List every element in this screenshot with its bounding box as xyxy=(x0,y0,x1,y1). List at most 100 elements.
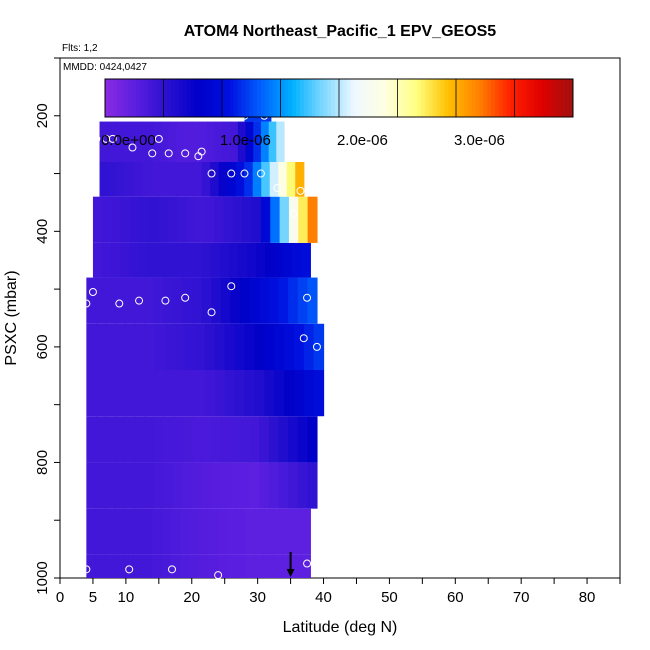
y-tick-label: 800 xyxy=(34,450,51,475)
colorbar-swatch xyxy=(112,79,118,117)
heatmap-cell xyxy=(124,416,135,463)
heatmap-cell xyxy=(167,162,177,197)
y-tick-label: 1000 xyxy=(34,561,51,594)
colorbar-swatch xyxy=(222,79,227,117)
colorbar-swatch xyxy=(241,79,246,117)
heatmap-cell xyxy=(237,121,247,162)
heatmap-cell xyxy=(278,416,289,463)
colorbar-swatch xyxy=(218,79,223,117)
colorbar-swatch xyxy=(417,79,422,117)
colorbar-swatch xyxy=(335,79,340,117)
heatmap-cell xyxy=(211,277,222,324)
colorbar-swatch xyxy=(420,79,426,117)
colorbar-swatch xyxy=(206,79,211,117)
heatmap-cell xyxy=(282,508,293,555)
x-tick-label: 60 xyxy=(447,589,464,606)
heatmap-cell xyxy=(207,508,218,555)
heatmap-cell xyxy=(163,277,174,324)
heatmap-cell xyxy=(86,277,97,324)
colorbar-swatch xyxy=(514,79,519,117)
heatmap-cell xyxy=(172,416,184,463)
heatmap-cell xyxy=(264,323,275,370)
heatmap-cell xyxy=(195,370,206,417)
flight-point xyxy=(161,296,170,305)
heatmap-cell xyxy=(130,196,141,243)
heatmap-cell xyxy=(163,416,174,463)
y-tick-label: 200 xyxy=(34,103,51,128)
colorbar-swatch xyxy=(444,79,449,117)
heatmap-cell xyxy=(86,416,97,463)
colorbar-swatch xyxy=(253,79,258,117)
heatmap-cell xyxy=(201,462,212,509)
heatmap-cell xyxy=(293,370,305,417)
heatmap-cell xyxy=(192,462,203,509)
heatmap-cell xyxy=(307,277,318,324)
heatmap-cell xyxy=(189,508,199,555)
flight-point xyxy=(197,147,206,156)
colorbar-swatch xyxy=(315,79,320,117)
colorbar-swatch xyxy=(561,79,566,117)
colorbar-swatch xyxy=(498,79,504,117)
heatmap-cell xyxy=(120,196,131,243)
flight-point xyxy=(115,299,124,308)
heatmap-cell xyxy=(145,323,157,370)
colorbar-swatch xyxy=(346,79,352,117)
heatmap-cell xyxy=(176,121,185,162)
heatmap-cell xyxy=(240,277,251,324)
heatmap-cell xyxy=(158,196,169,243)
heatmap-cell xyxy=(284,323,295,370)
heatmap-cell xyxy=(139,196,150,243)
heatmap-cell xyxy=(274,370,285,417)
colorbar-swatch xyxy=(537,79,543,117)
heatmap-cell xyxy=(151,508,162,555)
heatmap-cell xyxy=(273,554,283,578)
colorbar-swatch xyxy=(210,79,215,117)
heatmap-cell xyxy=(291,508,302,555)
colorbar-swatch xyxy=(303,79,309,117)
colorbar-frame xyxy=(104,78,574,118)
heatmap-cell xyxy=(201,416,212,463)
heatmap-cell xyxy=(165,242,176,278)
heatmap-cell xyxy=(301,508,311,555)
heatmap-cell xyxy=(298,196,309,243)
flight-point xyxy=(181,293,190,302)
heatmap-cell xyxy=(278,277,289,324)
heatmap-cell xyxy=(159,162,169,197)
heatmap-cell xyxy=(288,462,299,509)
colorbar-swatch xyxy=(307,79,313,117)
heatmap-cell xyxy=(153,416,164,463)
heatmap-cell xyxy=(129,242,139,278)
colorbar-swatch xyxy=(389,79,395,117)
flight-point xyxy=(154,134,163,143)
colorbar: 0.0e+00 1.0e-06 2.0e-06 3.0e-06 xyxy=(101,78,574,149)
x-tick-label: 5 xyxy=(89,589,97,606)
flight-point xyxy=(88,288,97,296)
heatmap-cell xyxy=(214,121,224,162)
heatmap-cell xyxy=(122,121,131,162)
colorbar-swatch xyxy=(428,79,434,117)
colorbar-swatch xyxy=(202,79,207,117)
heatmap-cell xyxy=(224,370,236,417)
heatmap-cell xyxy=(252,162,262,197)
heatmap-cell xyxy=(244,323,255,370)
heatmap-cell xyxy=(259,462,270,509)
heatmap-cell xyxy=(123,554,134,578)
colorbar-swatch xyxy=(448,79,453,117)
heatmap-cell xyxy=(201,162,211,197)
colorbar-swatch xyxy=(198,79,203,117)
heatmap-cell xyxy=(167,196,178,243)
colorbar-swatch xyxy=(323,79,328,117)
heatmap-cell xyxy=(105,416,116,463)
heatmap-cell xyxy=(295,162,305,197)
heatmap-cell xyxy=(286,162,296,197)
x-tick-label: 30 xyxy=(249,589,266,606)
colorbar-swatch xyxy=(124,79,129,117)
heatmap-cell xyxy=(253,121,262,162)
colorbar-swatch xyxy=(261,79,266,117)
colorbar-swatch xyxy=(471,79,476,117)
colorbar-swatch xyxy=(452,79,457,117)
colorbar-swatch xyxy=(140,79,145,117)
heatmap-cell xyxy=(259,416,270,463)
heatmap-cell xyxy=(114,508,125,555)
colorbar-tick-label: 1.0e-06 xyxy=(220,132,271,149)
